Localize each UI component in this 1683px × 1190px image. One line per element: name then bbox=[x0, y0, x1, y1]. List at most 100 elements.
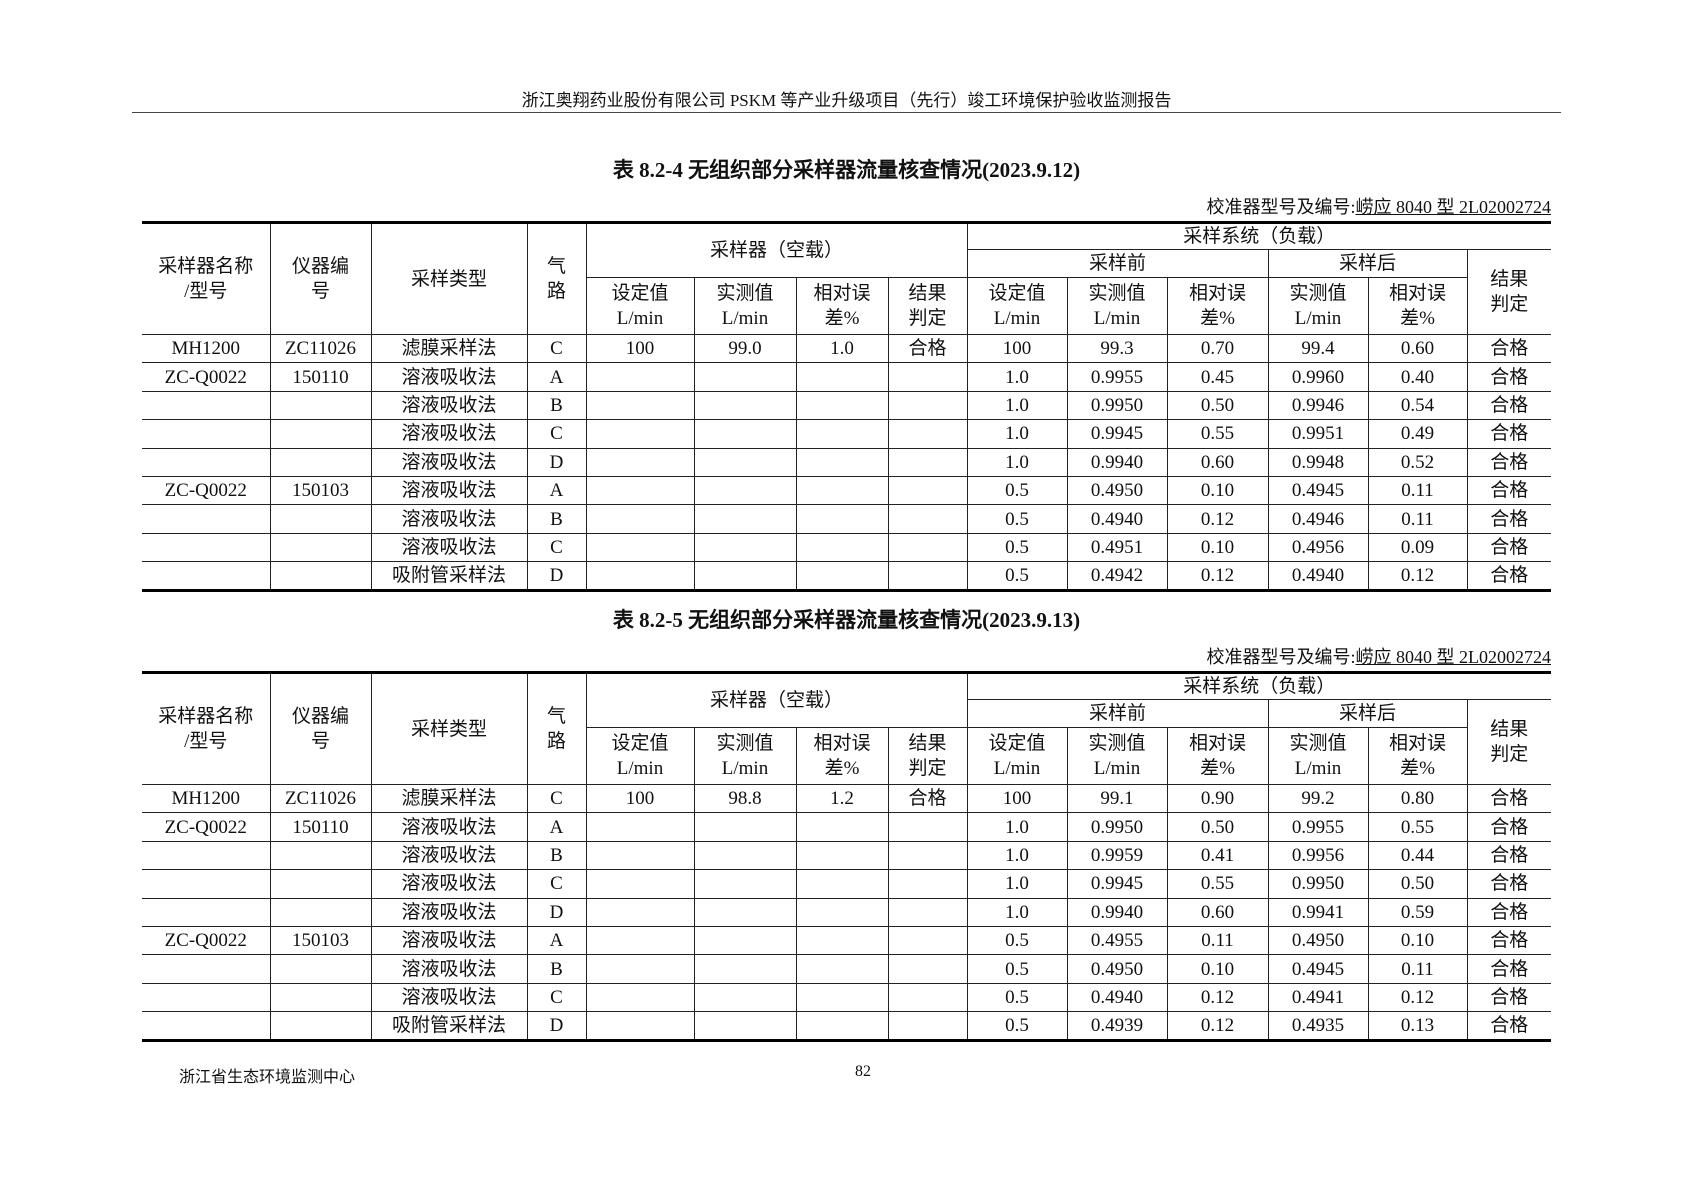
table-cell bbox=[887, 897, 968, 927]
table-cell: 合格 bbox=[1466, 532, 1552, 563]
table-cell: 1.0 bbox=[966, 362, 1068, 392]
table-cell: C bbox=[526, 532, 587, 563]
subcol-header: 相对误 差% bbox=[1166, 727, 1269, 785]
table-cell bbox=[795, 1011, 889, 1041]
table-cell bbox=[585, 925, 695, 956]
page-number: 82 bbox=[855, 1063, 871, 1080]
table-cell bbox=[585, 390, 695, 421]
table-cell bbox=[693, 869, 797, 899]
table-cell bbox=[142, 954, 271, 984]
table-cell: 0.9950 bbox=[1267, 869, 1369, 899]
table-cell: 0.5 bbox=[966, 1011, 1068, 1041]
table-cell: 0.70 bbox=[1166, 333, 1269, 364]
table-cell: 1.0 bbox=[966, 419, 1068, 449]
table-cell: A bbox=[526, 362, 587, 392]
table-cell: 0.9948 bbox=[1267, 447, 1369, 477]
subcol-header: 实测值 L/min bbox=[1267, 727, 1369, 785]
table-cell bbox=[887, 504, 968, 534]
table-cell: 0.9940 bbox=[1066, 897, 1168, 927]
table-cell bbox=[795, 840, 889, 871]
table-cell: 0.4935 bbox=[1267, 1011, 1369, 1041]
table-cell: 0.60 bbox=[1367, 333, 1468, 364]
table-row: 溶液吸收法 D 1.0 0.9940 0.60 0.9948 0.52 合格 bbox=[142, 447, 1552, 477]
table-cell: 0.4950 bbox=[1066, 954, 1168, 984]
table-cell: 0.4942 bbox=[1066, 561, 1168, 591]
table-cell: 合格 bbox=[1466, 925, 1552, 956]
table-cell: 合格 bbox=[1466, 1011, 1552, 1041]
table-cell: 溶液吸收法 bbox=[370, 419, 528, 449]
table-cell: MH1200 bbox=[142, 783, 271, 814]
table-cell: 0.11 bbox=[1367, 954, 1468, 984]
table-cell bbox=[887, 982, 968, 1013]
table-cell bbox=[142, 561, 271, 591]
table-cell: 0.11 bbox=[1166, 925, 1269, 956]
table-cell bbox=[795, 475, 889, 506]
table-cell bbox=[887, 954, 968, 984]
col-gas-path: 气路 bbox=[526, 222, 587, 335]
table-cell: D bbox=[526, 1011, 587, 1041]
table-cell: 合格 bbox=[1466, 982, 1552, 1013]
table-cell: 1.0 bbox=[966, 390, 1068, 421]
group-after: 采样后 bbox=[1267, 249, 1468, 278]
table-cell: 0.80 bbox=[1367, 783, 1468, 814]
table-cell: 0.9945 bbox=[1066, 869, 1168, 899]
col-final-result: 结果 判定 bbox=[1466, 249, 1552, 335]
table-cell bbox=[887, 419, 968, 449]
table-cell bbox=[795, 447, 889, 477]
table-cell bbox=[795, 925, 889, 956]
table-cell: 0.50 bbox=[1166, 390, 1269, 421]
table-cell bbox=[585, 1011, 695, 1041]
table-row: MH1200 ZC11026 滤膜采样法 C 100 99.0 1.0 合格 100 99.3 0.… bbox=[142, 333, 1552, 364]
col-instrument-id: 仪器编号 bbox=[269, 672, 372, 785]
table-cell bbox=[887, 532, 968, 563]
table-cell: D bbox=[526, 561, 587, 591]
table-cell bbox=[693, 954, 797, 984]
subcol-header: 实测值 L/min bbox=[693, 727, 797, 785]
table-cell: 0.5 bbox=[966, 982, 1068, 1013]
table-cell: 溶液吸收法 bbox=[370, 869, 528, 899]
table-cell bbox=[887, 475, 968, 506]
table-cell: 150110 bbox=[269, 362, 372, 392]
flow-check-table: 采样器名称/型号 仪器编号 采样类型 气路 采样器（空载） 采样系统（负载） 采样… bbox=[142, 671, 1552, 1042]
table-row: 吸附管采样法 D 0.5 0.4942 0.12 0.4940 0.12 合格 bbox=[142, 561, 1552, 591]
table-row: MH1200 ZC11026 滤膜采样法 C 100 98.8 1.2 合格 100 99.1 0.… bbox=[142, 783, 1552, 814]
table-row: 溶液吸收法 C 0.5 0.4951 0.10 0.4956 0.09 合格 bbox=[142, 532, 1552, 563]
table-cell: 1.0 bbox=[966, 897, 1068, 927]
table-cell: 0.4955 bbox=[1066, 925, 1168, 956]
table-cell bbox=[693, 390, 797, 421]
table-row: 溶液吸收法 C 0.5 0.4940 0.12 0.4941 0.12 合格 bbox=[142, 982, 1552, 1013]
subcol-header: 相对误 差% bbox=[1166, 277, 1269, 335]
footer-org: 浙江省生态环境监测中心 bbox=[179, 1069, 356, 1086]
table-cell: 0.12 bbox=[1367, 561, 1468, 591]
table-cell bbox=[269, 954, 372, 984]
table-cell bbox=[795, 419, 889, 449]
subcol-header: 实测值 L/min bbox=[1267, 277, 1369, 335]
table-cell bbox=[693, 504, 797, 534]
group-before: 采样前 bbox=[967, 699, 1269, 728]
table-cell: 溶液吸收法 bbox=[370, 982, 528, 1013]
col-sampler-name: 采样器名称/型号 bbox=[142, 222, 271, 335]
table-cell: 合格 bbox=[1466, 869, 1552, 899]
table-cell bbox=[887, 447, 968, 477]
table-cell bbox=[693, 897, 797, 927]
table-cell: ZC11026 bbox=[269, 333, 372, 364]
col-sample-type: 采样类型 bbox=[370, 672, 528, 785]
table-cell bbox=[795, 982, 889, 1013]
table-cell: 0.5 bbox=[966, 532, 1068, 563]
col-sample-type: 采样类型 bbox=[370, 222, 528, 335]
table-cell: 滤膜采样法 bbox=[370, 333, 528, 364]
table-cell bbox=[887, 840, 968, 871]
table-cell bbox=[269, 561, 372, 591]
table-cell: 1.0 bbox=[966, 447, 1068, 477]
table-cell bbox=[142, 532, 271, 563]
table-cell bbox=[269, 1011, 372, 1041]
table-cell: 0.11 bbox=[1367, 475, 1468, 506]
table-cell: 0.90 bbox=[1166, 783, 1269, 814]
table-cell: 0.4940 bbox=[1066, 504, 1168, 534]
table-cell bbox=[795, 897, 889, 927]
table-cell bbox=[887, 1011, 968, 1041]
table-cell bbox=[795, 532, 889, 563]
table-cell bbox=[693, 1011, 797, 1041]
table-cell: 合格 bbox=[1466, 561, 1552, 591]
table-cell bbox=[142, 390, 271, 421]
